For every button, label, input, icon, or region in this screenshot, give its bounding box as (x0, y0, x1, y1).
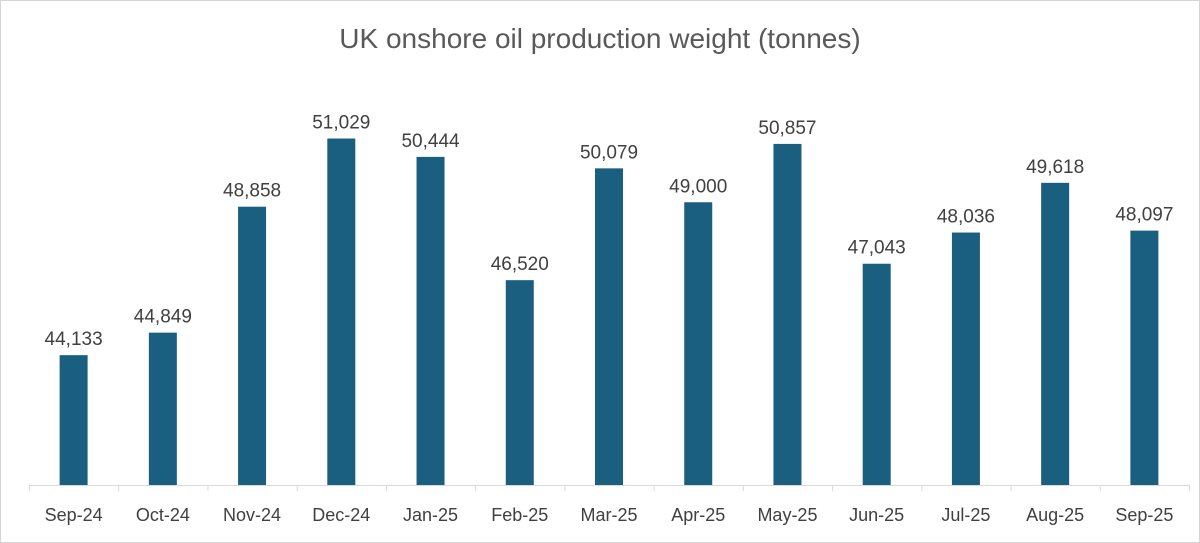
data-label: 48,858 (223, 181, 281, 202)
bar-sep-25 (1130, 230, 1159, 485)
bar-sep-24 (59, 355, 88, 485)
bar-oct-24 (148, 332, 177, 485)
bar-jul-25 (951, 232, 980, 485)
x-tick-label: Oct-24 (136, 505, 190, 525)
bar-jan-25 (416, 156, 445, 485)
data-label: 44,849 (134, 307, 192, 328)
bar-nov-24 (238, 206, 267, 485)
x-tick-label: Jun-25 (849, 505, 904, 525)
x-tick-label: Sep-25 (1115, 505, 1173, 525)
x-tick-label: Jan-25 (403, 505, 458, 525)
x-tick-labels: Sep-24 Oct-24 Nov-24 Dec-24 Jan-25 Feb-25 Mar-… (45, 505, 1174, 525)
data-label: 50,857 (758, 118, 816, 139)
bar-aug-25 (1041, 182, 1070, 485)
data-label: 51,029 (312, 113, 370, 134)
x-tick-label: May-25 (757, 505, 817, 525)
x-tick-label: Dec-24 (312, 505, 370, 525)
data-label: 49,618 (1026, 157, 1084, 178)
bar-mar-25 (595, 168, 623, 485)
x-tick-label: Sep-24 (45, 505, 103, 525)
data-label: 48,097 (1115, 205, 1173, 226)
x-tick-label: Aug-25 (1026, 505, 1084, 525)
bar-apr-25 (684, 202, 713, 485)
data-label: 46,520 (491, 254, 549, 275)
data-label: 50,444 (401, 131, 460, 152)
data-label: 47,043 (848, 238, 906, 259)
bars-layer (59, 138, 1159, 486)
x-tick-label: Apr-25 (671, 505, 725, 525)
data-label: 48,036 (937, 207, 995, 228)
x-tick-label: Feb-25 (491, 505, 548, 525)
bar-feb-25 (505, 280, 534, 485)
x-axis (29, 485, 1190, 491)
data-label: 44,133 (45, 329, 103, 350)
bar-may-25 (773, 143, 802, 486)
x-tick-label: Mar-25 (580, 505, 637, 525)
data-labels-layer: 44,133 44,849 48,858 51,029 50,444 46,520 50,0… (45, 113, 1174, 351)
data-label: 50,079 (580, 142, 638, 163)
data-label: 49,000 (669, 176, 727, 197)
bar-jun-25 (862, 263, 891, 485)
chart-title: UK onshore oil production weight (tonnes… (339, 23, 861, 54)
x-tick-label: Jul-25 (941, 505, 990, 525)
x-tick-label: Nov-24 (223, 505, 281, 525)
bar-dec-24 (327, 138, 356, 485)
